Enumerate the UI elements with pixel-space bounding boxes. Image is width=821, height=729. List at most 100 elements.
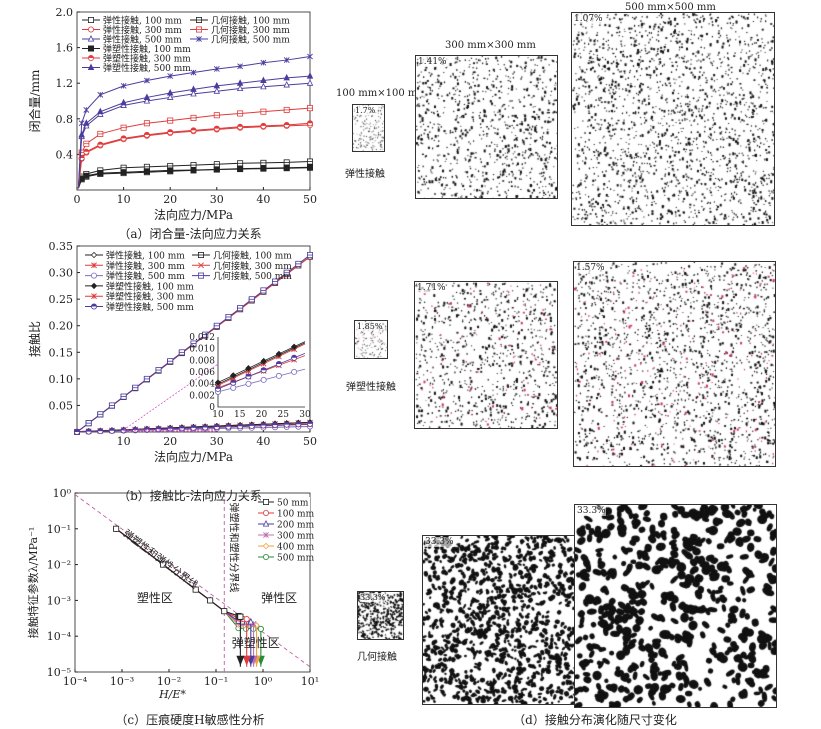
- chart-c-series: [113, 525, 245, 667]
- chart-b-legend-item-label: 弹塑性接触, 300 mm: [106, 291, 194, 303]
- chart-b-point-h: [132, 427, 138, 430]
- chart-b-inset-xtick-label: 10: [212, 410, 224, 420]
- chart-a-point: [283, 57, 290, 63]
- chart-a-point-h: [97, 142, 103, 145]
- chart-b-point-h: [272, 422, 278, 426]
- chart-c-series-line: [115, 528, 241, 667]
- contact-distribution-image: [423, 536, 587, 704]
- chart-b-ytick-label: 0.30: [49, 267, 74, 280]
- chart-b-inset-ytick-label: 0.012: [189, 333, 215, 343]
- chart-c-legend-item-label: 400 mm: [277, 543, 315, 553]
- chart-c-ytick-label: 10⁻⁴: [47, 630, 72, 643]
- contact-map-row1-col1: 1.7%: [352, 104, 385, 152]
- chart-a-point: [306, 79, 314, 86]
- chart-c-point: [113, 525, 120, 532]
- chart-a-legend-item-marker-h: [88, 55, 94, 58]
- chart-a-ytick-label: 0.8: [56, 113, 74, 126]
- contact-percent: 33.3%: [577, 506, 606, 516]
- chart-a-legend-item-label: 几何接触, 500 mm: [211, 34, 290, 46]
- chart-a-legend-item-label: 几何接触, 100 mm: [211, 15, 290, 27]
- chart-a-point-h: [237, 124, 243, 127]
- contact-distribution-image: [574, 262, 775, 466]
- chart-b-inset-point: [275, 372, 282, 379]
- chart-a-point: [83, 106, 90, 113]
- chart-a-point: [213, 166, 220, 173]
- chart-b-point-h: [237, 423, 243, 427]
- chart-c-point: [253, 622, 260, 629]
- contact-map-row2-col1: 1.85%: [354, 320, 388, 359]
- contact-map-row2-col3: 1.57%: [573, 261, 776, 467]
- chart-a-ytick-label: 2.0: [56, 6, 74, 19]
- chart-b-axes: 10 20 30 40 50 0.05 0.10 0.15 0.20 0.25 0.30 0.35 法向…: [27, 240, 317, 464]
- contact-distribution-image: [415, 282, 557, 428]
- chart-b-legend-item-label: 几何接触, 300 mm: [213, 260, 292, 272]
- chart-c-arrow-marker: [242, 655, 251, 666]
- chart-a-point: [120, 169, 127, 176]
- chart-a-point-h: [284, 122, 290, 126]
- chart-c-legend-item-marker: [262, 554, 269, 561]
- chart-b-legend-item-label: 弹塑性接触, 100 mm: [106, 280, 194, 292]
- chart-a-legend-item-marker: [88, 26, 95, 33]
- chart-b-legend-item-label: 几何接触, 500 mm: [213, 270, 292, 282]
- chart-b-ytick-label: 0.05: [49, 399, 74, 412]
- chart-b-ytick-label: 0.20: [49, 320, 74, 333]
- chart-c-point: [257, 625, 264, 632]
- chart-a-xtick-label: 40: [256, 193, 270, 206]
- chart-c-xtick-label: 10⁻²: [157, 675, 181, 688]
- chart-a-point: [307, 53, 313, 60]
- chart-b-point-h: [249, 423, 255, 426]
- contact-percent: 33.3%: [425, 537, 454, 547]
- chart-b-legend-item-marker: [91, 293, 97, 300]
- chart-b-legend-item-label: 弹性接触, 300 mm: [106, 260, 185, 272]
- chart-c-ytick-label: 10⁻³: [47, 594, 71, 607]
- chart-a-series: [77, 120, 313, 189]
- chart-c-legend-item-marker: [262, 498, 269, 505]
- chart-a-xtick-label: 30: [210, 193, 224, 206]
- chart-b-xtick-label: 20: [163, 435, 177, 448]
- chart-c-xtick-label: 10¹: [301, 675, 319, 688]
- contact-distribution-image: [572, 13, 774, 225]
- chart-b-inset-xtick-label: 30: [299, 410, 311, 420]
- chart-a-point: [83, 172, 90, 179]
- contact-percent: 1.85%: [357, 322, 383, 331]
- contact-percent: 1.57%: [576, 263, 605, 273]
- region-elastoplastic: 弹塑性区: [232, 635, 280, 650]
- chart-a-point: [213, 66, 220, 72]
- chart-a-point: [166, 93, 174, 100]
- chart-b-series: [74, 252, 313, 435]
- chart-a-axes: 0 10 20 30 40 50 0.4 0.8 1.2 1.6 2.0 法向应力/MPa 闭合量/mm: [27, 6, 317, 222]
- chart-b-point-h: [202, 424, 208, 428]
- chart-a-ytick-label: 0.4: [56, 148, 74, 161]
- contact-percent: 1.71%: [417, 283, 446, 293]
- chart-b-inset-point-h: [215, 386, 221, 389]
- chart-a-legend-item-label: 弹塑性接触, 100 mm: [103, 43, 191, 55]
- chart-c-frame: [74, 492, 311, 673]
- chart-b-inset-ytick-label: 0: [209, 403, 215, 413]
- contact-map-row1-col3: 1.07%: [571, 12, 775, 226]
- caption-b: （b）接触比-法向应力关系: [118, 489, 262, 503]
- chart-c-xtick-label: 10⁻⁴: [63, 675, 88, 688]
- chart-b-xtick-label: 10: [117, 435, 131, 448]
- chart-b-inset-point-h: [245, 373, 252, 377]
- chart-b-point-h: [155, 426, 162, 430]
- chart-b-inset-point: [230, 372, 237, 379]
- chart-a-point: [213, 87, 221, 94]
- chart-b-point-h: [144, 426, 150, 430]
- chart-a-xlabel: 法向应力/MPa: [154, 207, 233, 222]
- chart-b-point-h: [74, 429, 80, 432]
- chart-b-xtick-label: 40: [256, 435, 270, 448]
- chart-b-inset-point-h: [291, 355, 297, 358]
- chart-c-point: [160, 561, 167, 568]
- contact-map-row3-col3: 33.3%: [574, 504, 777, 708]
- chart-a-point: [166, 88, 174, 96]
- chart-b-series: [74, 420, 313, 435]
- contact-distribution-image: [575, 505, 776, 707]
- chart-a-point: [236, 79, 244, 86]
- chart-a-ylabel: 闭合量/mm: [27, 69, 42, 132]
- contact-map-row3-col2: 33.3%: [422, 535, 588, 705]
- chart-c-ylabel: 接触特征参数λ/MPa⁻¹: [26, 527, 40, 639]
